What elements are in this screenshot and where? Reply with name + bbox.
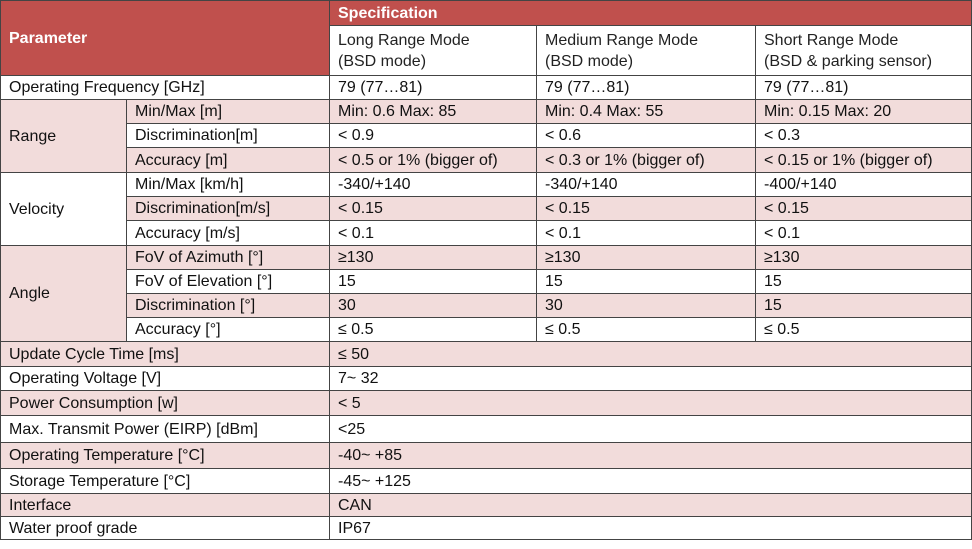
cell-value: 15 — [754, 293, 972, 318]
row-label: Min/Max [km/h] — [126, 172, 330, 197]
cell-value: 79 (77…81) — [329, 75, 537, 100]
table-row: Range Min/Max [m] Min: 0.6 Max: 85 Min: … — [0, 99, 972, 173]
cell-value: < 0.6 — [536, 123, 756, 148]
row-label: Accuracy [m/s] — [126, 220, 330, 246]
cell-value: < 0.3 or 1% (bigger of) — [536, 147, 756, 173]
row-label: Discrimination[m] — [126, 123, 330, 148]
table-row: Accuracy [m/s] < 0.1 < 0.1 < 0.1 — [1, 220, 972, 246]
row-label: Storage Temperature [°C] — [0, 468, 330, 494]
cell-value: <25 — [328, 415, 972, 443]
table-row: Power Consumption [w] < 5 — [0, 390, 972, 416]
cell-value: < 0.5 or 1% (bigger of) — [329, 147, 537, 173]
cell-value: < 0.15 — [329, 196, 537, 221]
cell-value: ≤ 0.5 — [536, 317, 756, 342]
table-row: Operating Voltage [V] 7~ 32 — [0, 366, 972, 391]
table-row: Accuracy [°] ≤ 0.5 ≤ 0.5 ≤ 0.5 — [1, 317, 972, 342]
cell-value: < 0.15 — [754, 196, 972, 221]
cell-value: 15 — [536, 269, 756, 294]
table-row: Discrimination [°] 30 30 15 — [1, 293, 972, 318]
cell-value: -340/+140 — [536, 172, 756, 197]
cell-value: < 5 — [328, 390, 972, 416]
row-label: Interface — [0, 493, 330, 517]
row-label: Water proof grade — [0, 516, 330, 540]
mode-title: Medium Range Mode — [545, 31, 698, 49]
cell-value: 15 — [754, 269, 972, 294]
mode-subtitle: (BSD mode) — [338, 52, 427, 70]
cell-value: ≥130 — [536, 245, 756, 270]
cell-value: ≤ 0.5 — [329, 317, 537, 342]
operating-frequency-row: Operating Frequency [GHz] 79 (77…81) 79 … — [0, 75, 972, 100]
row-label: Discrimination [°] — [126, 293, 330, 318]
table-row: Max. Transmit Power (EIRP) [dBm] <25 — [0, 415, 972, 443]
row-label: FoV of Elevation [°] — [126, 269, 330, 294]
cell-value: 30 — [536, 293, 756, 318]
row-label: Operating Frequency [GHz] — [0, 75, 330, 100]
table-row: Update Cycle Time [ms] ≤ 50 — [0, 341, 972, 367]
cell-value: Min: 0.6 Max: 85 — [329, 99, 537, 124]
cell-value: < 0.15 or 1% (bigger of) — [754, 147, 972, 173]
cell-value: < 0.1 — [754, 220, 972, 246]
row-label: Discrimination[m/s] — [126, 196, 330, 221]
cell-value: ≥130 — [754, 245, 972, 270]
row-label: Min/Max [m] — [126, 99, 330, 124]
cell-value: -340/+140 — [329, 172, 537, 197]
table-row: Angle FoV of Azimuth [°] ≥130 ≥130 ≥130 — [0, 245, 972, 342]
table-row: Interface CAN — [0, 493, 972, 517]
row-label: Power Consumption [w] — [0, 390, 330, 416]
cell-value: Min: 0.15 Max: 20 — [754, 99, 972, 124]
cell-value: < 0.3 — [754, 123, 972, 148]
cell-value: < 0.1 — [329, 220, 537, 246]
cell-value: -40~ +85 — [328, 442, 972, 469]
cell-value: < 0.9 — [329, 123, 537, 148]
cell-value: Min: 0.4 Max: 55 — [536, 99, 756, 124]
cell-value: IP67 — [328, 516, 972, 540]
specification-header: Specification — [328, 0, 972, 26]
table-row: Discrimination[m] < 0.9 < 0.6 < 0.3 — [1, 123, 972, 148]
medium-range-mode-header: Medium Range Mode (BSD mode) — [536, 25, 756, 76]
row-label: FoV of Azimuth [°] — [126, 245, 330, 270]
table-row: FoV of Elevation [°] 15 15 15 — [1, 269, 972, 294]
table-row: Water proof grade IP67 — [0, 516, 972, 540]
mode-title: Long Range Mode — [338, 31, 470, 49]
parameter-header: Parameter — [0, 0, 330, 76]
table-row: Storage Temperature [°C] -45~ +125 — [0, 468, 972, 494]
table-row: Operating Temperature [°C] -40~ +85 — [0, 442, 972, 469]
cell-value: 79 (77…81) — [754, 75, 972, 100]
cell-value: ≤ 0.5 — [754, 317, 972, 342]
cell-value: -45~ +125 — [328, 468, 972, 494]
mode-subtitle: (BSD & parking sensor) — [764, 52, 933, 70]
short-range-mode-header: Short Range Mode (BSD & parking sensor) — [754, 25, 972, 76]
table-row: Velocity Min/Max [km/h] -340/+140 -340/+… — [0, 172, 972, 246]
row-label: Max. Transmit Power (EIRP) [dBm] — [0, 415, 330, 443]
cell-value: < 0.1 — [536, 220, 756, 246]
group-label-range: Range — [0, 99, 127, 173]
cell-value: 15 — [329, 269, 537, 294]
mode-subtitle: (BSD mode) — [545, 52, 634, 70]
cell-value: ≥130 — [329, 245, 537, 270]
cell-value: CAN — [328, 493, 972, 517]
long-range-mode-header: Long Range Mode (BSD mode) — [329, 25, 537, 76]
cell-value: < 0.15 — [536, 196, 756, 221]
cell-value: 7~ 32 — [328, 366, 972, 391]
cell-value: -400/+140 — [754, 172, 972, 197]
row-label: Operating Temperature [°C] — [0, 442, 330, 469]
row-label: Accuracy [m] — [126, 147, 330, 173]
row-label: Operating Voltage [V] — [0, 366, 330, 391]
mode-title: Short Range Mode — [764, 31, 899, 49]
cell-value: 30 — [329, 293, 537, 318]
table-row: Accuracy [m] < 0.5 or 1% (bigger of) < 0… — [1, 147, 972, 173]
group-label-velocity: Velocity — [0, 172, 127, 246]
cell-value: ≤ 50 — [328, 341, 972, 367]
table-row: Discrimination[m/s] < 0.15 < 0.15 < 0.15 — [1, 196, 972, 221]
cell-value: 79 (77…81) — [536, 75, 756, 100]
row-label: Accuracy [°] — [126, 317, 330, 342]
group-label-angle: Angle — [0, 245, 127, 342]
row-label: Update Cycle Time [ms] — [0, 341, 330, 367]
